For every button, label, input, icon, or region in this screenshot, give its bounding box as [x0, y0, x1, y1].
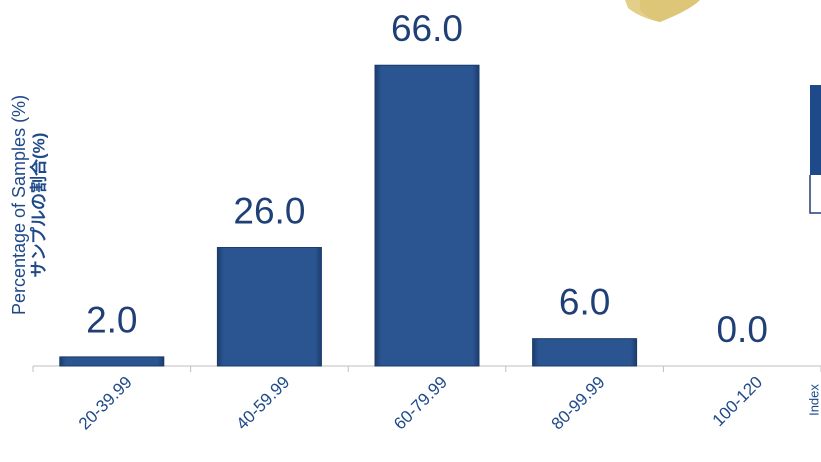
- y-axis-label: サンプルの割合(%): [28, 133, 48, 278]
- x-tick-label: 20-39.99: [75, 373, 136, 434]
- bar: [216, 247, 322, 367]
- decoration: [640, 0, 700, 22]
- value-label: 6.0: [559, 281, 610, 322]
- x-tick-label: 60-79.99: [390, 373, 451, 434]
- value-label: 66.0: [391, 8, 463, 49]
- bar: [59, 356, 165, 367]
- side-panel-border: [809, 175, 821, 214]
- x-tick-label: 80-99.99: [548, 373, 609, 434]
- x-tick-label: 100-120: [709, 373, 767, 431]
- y-axis-label: Percentage of Samples (%): [9, 95, 29, 315]
- bar: [532, 338, 638, 367]
- value-label: 0.0: [716, 309, 767, 350]
- side-panel: [810, 85, 821, 175]
- x-tick-label: 40-59.99: [232, 373, 293, 434]
- x-axis-label: Index: [806, 384, 821, 416]
- bar: [374, 64, 480, 367]
- value-label: 26.0: [233, 190, 305, 231]
- value-label: 2.0: [86, 300, 137, 341]
